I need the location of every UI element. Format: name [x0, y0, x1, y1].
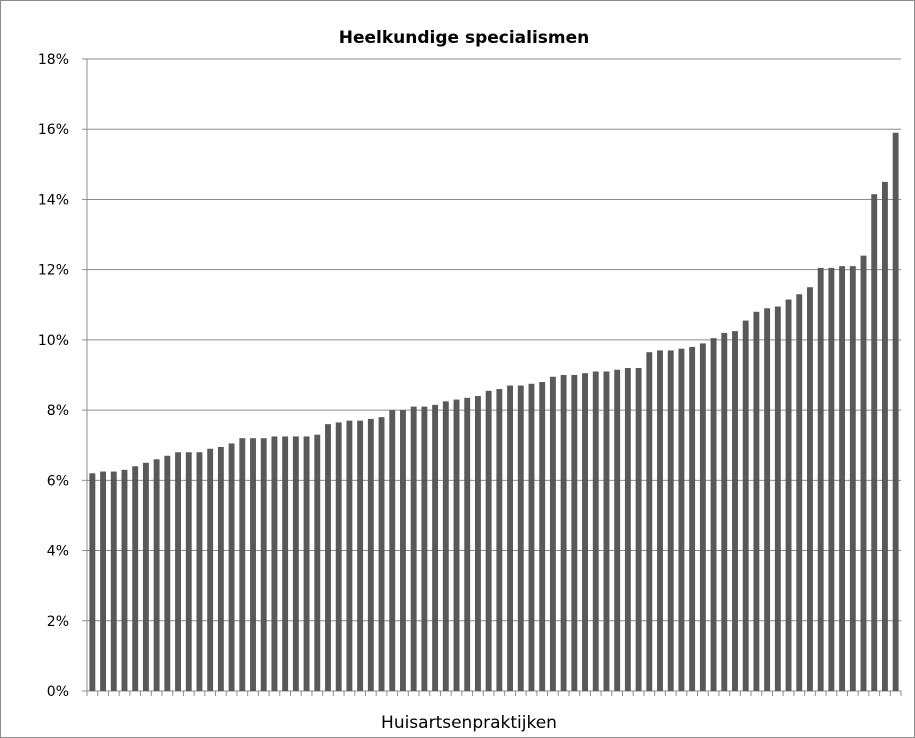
bar [710, 338, 717, 691]
bar [175, 452, 181, 691]
bar [582, 373, 588, 691]
bar [314, 434, 321, 691]
bar [207, 448, 214, 691]
bar [785, 299, 792, 691]
bar [549, 376, 556, 691]
x-axis-title: Huisartsenpraktijken [381, 713, 557, 733]
bar [432, 404, 439, 691]
bar [528, 383, 535, 691]
bar [89, 473, 96, 691]
bar [657, 350, 663, 691]
chart-title: Heelkundige specialismen [339, 28, 590, 48]
y-tick-label: 4% [47, 544, 69, 560]
bar [100, 471, 107, 691]
bar [453, 399, 460, 691]
bar [699, 343, 706, 691]
y-tick-label: 6% [47, 473, 69, 489]
bar [592, 371, 599, 691]
bar [228, 443, 235, 691]
y-tick-label: 2% [47, 614, 69, 630]
bar [507, 385, 514, 691]
bar [474, 396, 481, 691]
y-tick-labels: 0% 2% 4% 6% 8% 10% 12% 14% 16% 18% [38, 52, 69, 700]
bar [753, 311, 760, 691]
bar [196, 452, 203, 691]
bar [464, 397, 471, 691]
bar [517, 385, 524, 691]
bar [539, 382, 546, 691]
bar [260, 438, 267, 691]
y-tick-label: 0% [47, 684, 69, 700]
bar [807, 287, 813, 691]
bar [282, 436, 289, 691]
bar [774, 306, 781, 691]
bar [185, 452, 192, 691]
bar [335, 422, 342, 691]
y-tick-label: 8% [47, 403, 69, 419]
bar [410, 406, 417, 691]
bar [721, 332, 728, 691]
bar [378, 417, 385, 691]
bar [881, 181, 888, 691]
bar [442, 401, 449, 691]
bar [871, 194, 878, 691]
bar [828, 267, 835, 691]
bar [217, 446, 224, 691]
bar [142, 462, 149, 691]
bars [89, 132, 899, 691]
bar [635, 367, 642, 691]
bar [367, 418, 374, 691]
y-tick-label: 14% [38, 192, 69, 208]
bar [742, 320, 749, 691]
bar [400, 410, 406, 691]
bar [357, 420, 364, 691]
bar [485, 390, 492, 691]
bar [271, 436, 278, 691]
bar [560, 375, 567, 691]
y-tick-label: 12% [38, 263, 69, 279]
bar [689, 346, 696, 691]
bar [860, 255, 867, 691]
bar [614, 369, 621, 691]
bar [132, 466, 139, 691]
bar [496, 389, 503, 691]
bar [624, 367, 631, 691]
bar [839, 266, 846, 691]
y-tick-label: 16% [38, 122, 69, 138]
y-tick-label: 18% [38, 52, 69, 68]
bar [571, 375, 578, 691]
y-tick-label: 10% [38, 333, 69, 349]
bar [121, 469, 128, 691]
bar [421, 406, 428, 691]
bar [796, 294, 803, 691]
bar [153, 459, 160, 691]
bar [325, 424, 331, 691]
bar [164, 455, 171, 691]
bar [667, 350, 674, 691]
bar [849, 266, 856, 691]
bar [250, 438, 256, 691]
bar [292, 436, 299, 691]
bar [346, 420, 353, 691]
bar [303, 436, 310, 691]
bar [732, 331, 738, 691]
bar [389, 410, 396, 691]
bar [603, 371, 610, 691]
bar [239, 438, 246, 691]
bar [892, 132, 899, 691]
bar [764, 308, 771, 691]
bar [110, 471, 117, 691]
bar [678, 348, 685, 691]
bar [646, 352, 653, 691]
bar [817, 267, 824, 691]
